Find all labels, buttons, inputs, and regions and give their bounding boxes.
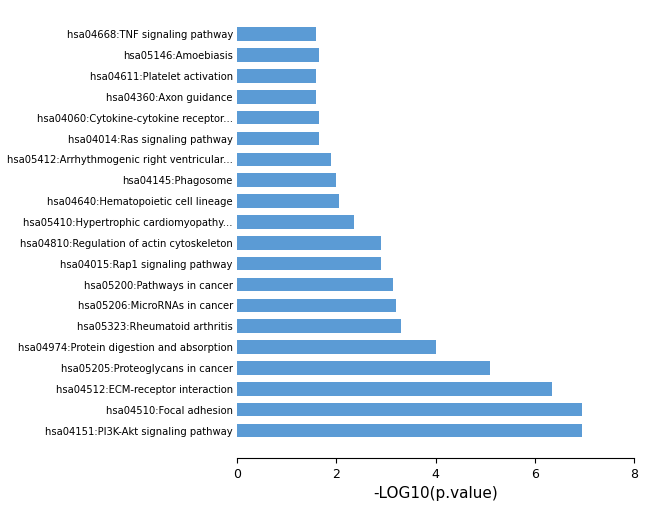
Bar [237, 69, 317, 83]
Bar [237, 403, 582, 417]
Bar [237, 90, 317, 104]
Bar [237, 48, 319, 62]
Bar [237, 111, 319, 124]
Bar [237, 215, 353, 229]
Bar [237, 257, 381, 270]
Bar [237, 299, 396, 312]
Bar [237, 361, 490, 375]
Bar [237, 382, 552, 396]
Bar [237, 194, 339, 208]
Bar [237, 236, 381, 249]
X-axis label: -LOG10(p.value): -LOG10(p.value) [373, 486, 498, 501]
Bar [237, 340, 435, 354]
Bar [237, 278, 393, 291]
Bar [237, 152, 332, 166]
Bar [237, 173, 336, 187]
Bar [237, 27, 317, 41]
Bar [237, 424, 582, 437]
Bar [237, 320, 401, 333]
Bar [237, 132, 319, 145]
